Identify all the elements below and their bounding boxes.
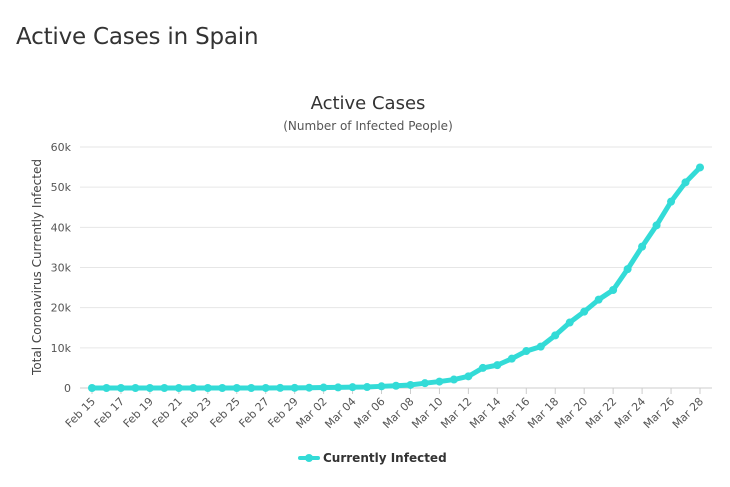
legend[interactable]: Currently Infected	[298, 451, 447, 465]
legend-label[interactable]: Currently Infected	[323, 451, 447, 465]
data-point[interactable]	[507, 354, 516, 363]
data-point[interactable]	[609, 285, 618, 294]
data-point[interactable]	[551, 331, 560, 340]
x-tick-label: Mar 26	[641, 395, 677, 431]
data-point[interactable]	[464, 372, 473, 381]
y-tick-label: 10k	[51, 342, 72, 355]
y-axis-ticks: 0 10k 20k 30k 40k 50k 60k	[51, 141, 72, 395]
series-line	[89, 164, 703, 391]
data-point[interactable]	[334, 383, 343, 392]
x-tick-label: Mar 10	[409, 395, 445, 431]
x-tick-label: Feb 19	[121, 395, 156, 430]
data-point[interactable]	[406, 380, 415, 389]
y-tick-label: 60k	[51, 141, 72, 154]
x-tick-label: Mar 08	[380, 395, 416, 431]
data-point[interactable]	[160, 383, 169, 392]
data-point[interactable]	[435, 377, 444, 386]
data-point[interactable]	[667, 197, 676, 206]
x-tick-label: Mar 12	[438, 395, 474, 431]
x-tick-label: Mar 22	[583, 395, 619, 431]
series-currently-infected	[88, 163, 704, 392]
data-point[interactable]	[449, 375, 458, 384]
x-tick-label: Feb 27	[236, 395, 271, 430]
legend-swatch-marker	[305, 454, 313, 462]
data-point[interactable]	[88, 383, 96, 392]
chart-title: Active Cases	[311, 93, 426, 114]
data-point[interactable]	[102, 383, 111, 392]
data-point[interactable]	[696, 163, 704, 172]
data-point[interactable]	[145, 383, 154, 392]
y-tick-label: 40k	[51, 221, 72, 234]
x-tick-label: Mar 28	[670, 395, 706, 431]
y-tick-label: 30k	[51, 262, 72, 275]
data-point[interactable]	[536, 342, 545, 351]
data-point[interactable]	[594, 295, 603, 304]
grid-lines	[80, 146, 712, 389]
data-point[interactable]	[247, 383, 256, 392]
data-point[interactable]	[392, 381, 400, 390]
data-point[interactable]	[203, 383, 212, 392]
x-tick-label: Mar 04	[322, 395, 358, 431]
data-point[interactable]	[580, 307, 589, 316]
page-title: Active Cases in Spain	[16, 24, 259, 50]
data-point[interactable]	[638, 242, 647, 251]
data-point[interactable]	[319, 383, 328, 392]
data-point[interactable]	[189, 383, 198, 392]
data-point[interactable]	[363, 383, 372, 392]
x-tick-label: Mar 02	[294, 395, 330, 431]
data-point[interactable]	[493, 361, 502, 370]
chart-subtitle: (Number of Infected People)	[283, 119, 453, 133]
x-tick-label: Mar 24	[612, 395, 648, 431]
x-tick-label: Feb 25	[208, 395, 243, 430]
x-tick-label: Mar 14	[467, 395, 503, 431]
data-point[interactable]	[348, 383, 357, 392]
data-point[interactable]	[681, 178, 690, 187]
y-tick-label: 0	[64, 382, 71, 395]
data-point[interactable]	[652, 221, 661, 230]
data-point[interactable]	[565, 318, 574, 327]
data-point[interactable]	[261, 383, 270, 392]
data-point[interactable]	[377, 382, 386, 391]
data-point[interactable]	[290, 383, 299, 392]
y-axis-label: Total Coronavirus Currently Infected	[30, 159, 44, 376]
data-point[interactable]	[276, 383, 285, 392]
data-point[interactable]	[420, 379, 429, 388]
y-tick-label: 50k	[51, 181, 72, 194]
x-tick-label: Mar 18	[525, 395, 561, 431]
y-tick-label: 20k	[51, 302, 72, 315]
x-tick-label: Mar 16	[496, 395, 532, 431]
x-tick-label: Mar 20	[554, 395, 590, 431]
data-point[interactable]	[478, 363, 487, 372]
data-point[interactable]	[131, 383, 140, 392]
data-point[interactable]	[623, 265, 632, 274]
data-point[interactable]	[305, 383, 314, 392]
x-tick-label: Mar 06	[351, 395, 387, 431]
x-tick-label: Feb 15	[63, 395, 98, 430]
x-tick-label: Feb 23	[179, 395, 214, 430]
x-tick-label: Feb 21	[150, 395, 185, 430]
data-point[interactable]	[232, 383, 241, 392]
data-point[interactable]	[174, 383, 183, 392]
x-tick-label: Feb 17	[92, 395, 127, 430]
data-point[interactable]	[116, 383, 125, 392]
data-point[interactable]	[522, 347, 531, 356]
data-point[interactable]	[218, 383, 227, 392]
